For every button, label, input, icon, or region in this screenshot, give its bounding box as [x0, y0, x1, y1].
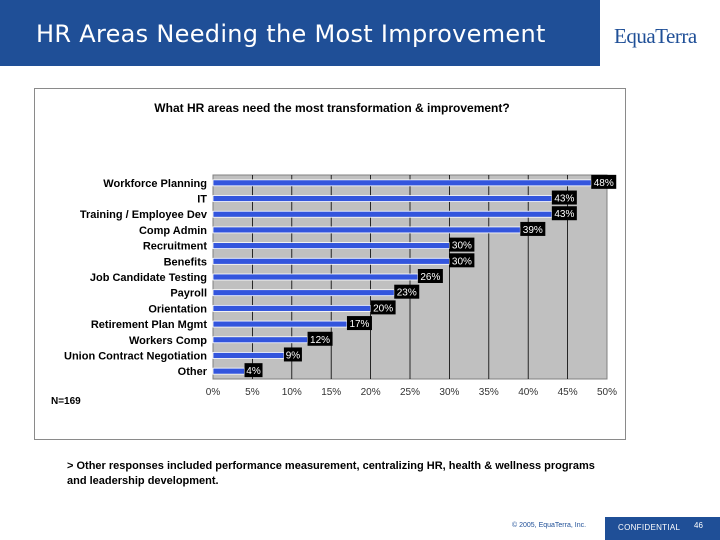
bar	[212, 273, 419, 281]
category-label: Benefits	[164, 256, 207, 268]
bar	[212, 289, 395, 297]
copyright: © 2005, EquaTerra, Inc.	[512, 522, 587, 529]
bar	[212, 226, 521, 234]
value-label-box	[449, 237, 475, 252]
value-label-box	[551, 190, 577, 205]
chart-frame: What HR areas need the most transformati…	[34, 88, 626, 440]
x-tick-label: 10%	[282, 387, 302, 398]
bar	[212, 320, 348, 328]
category-label: Training / Employee Dev	[80, 209, 208, 221]
value-label: 43%	[554, 209, 574, 220]
bar	[212, 257, 450, 265]
value-label-box	[244, 363, 263, 378]
footer-band	[605, 517, 720, 540]
x-tick-label: 45%	[558, 387, 578, 398]
confidential-label: CONFIDENTIAL	[618, 523, 681, 532]
x-tick-label: 0%	[206, 387, 221, 398]
x-tick-label: 20%	[361, 387, 381, 398]
bar	[212, 304, 372, 312]
page-number: 46	[694, 521, 703, 530]
x-tick-label: 35%	[479, 387, 499, 398]
chart-title: What HR areas need the most transformati…	[154, 101, 509, 115]
plot-area: 0% 5% 10% 15% 20% 25% 30% 35% 40% 45% 50% Workforce…	[64, 174, 617, 398]
value-label-box	[591, 174, 617, 189]
x-tick-label: 40%	[518, 387, 538, 398]
category-label: Retirement Plan Mgmt	[91, 319, 207, 331]
value-label: 17%	[349, 319, 369, 330]
value-label: 20%	[373, 303, 393, 314]
category-label: Payroll	[170, 288, 207, 300]
value-label-box	[551, 206, 577, 221]
x-tick-label: 30%	[439, 387, 459, 398]
category-label: Other	[178, 366, 208, 378]
x-tick-label: 25%	[400, 387, 420, 398]
value-label: 48%	[594, 178, 614, 189]
value-label-box	[417, 269, 443, 283]
bar	[212, 352, 285, 359]
category-label: Comp Admin	[139, 225, 207, 237]
category-label: Union Contract Negotiation	[64, 350, 207, 362]
slide-title: HR Areas Needing the Most Improvement	[36, 20, 546, 48]
value-label: 39%	[523, 225, 543, 236]
value-label: 30%	[452, 256, 472, 267]
category-label: Workers Comp	[129, 335, 207, 347]
x-tick-label: 5%	[245, 387, 260, 398]
bar	[212, 179, 592, 187]
value-label: 26%	[420, 272, 440, 283]
x-tick-label: 50%	[597, 387, 617, 398]
bar	[212, 336, 308, 344]
category-label: Job Candidate Testing	[90, 272, 207, 284]
value-label: 43%	[554, 194, 574, 205]
value-label-box	[283, 347, 302, 362]
value-label-box	[370, 300, 396, 315]
bar-chart: What HR areas need the most transformati…	[51, 101, 617, 407]
header-band	[0, 0, 600, 66]
value-label-box	[346, 316, 372, 331]
bar	[212, 242, 450, 250]
bar	[212, 367, 245, 375]
category-label: Orientation	[148, 303, 207, 315]
value-label: 12%	[310, 335, 330, 346]
category-label: Workforce Planning	[103, 178, 207, 190]
equaterra-logo: EquaTerra	[614, 24, 697, 48]
value-label-box	[449, 253, 475, 268]
value-label: 4%	[246, 366, 261, 377]
bar	[212, 210, 553, 218]
value-label-box	[394, 284, 420, 299]
value-label: 9%	[286, 350, 301, 361]
footnote: > Other responses included performance m…	[67, 460, 595, 487]
value-label: 30%	[452, 241, 472, 252]
value-label-box	[520, 221, 546, 236]
value-label-box	[307, 331, 333, 346]
category-label: Recruitment	[143, 241, 208, 253]
sample-size-annotation: N=169	[51, 396, 81, 407]
category-label: IT	[197, 194, 207, 206]
value-label: 23%	[397, 288, 417, 299]
bar	[212, 195, 553, 202]
x-tick-label: 15%	[321, 387, 341, 398]
